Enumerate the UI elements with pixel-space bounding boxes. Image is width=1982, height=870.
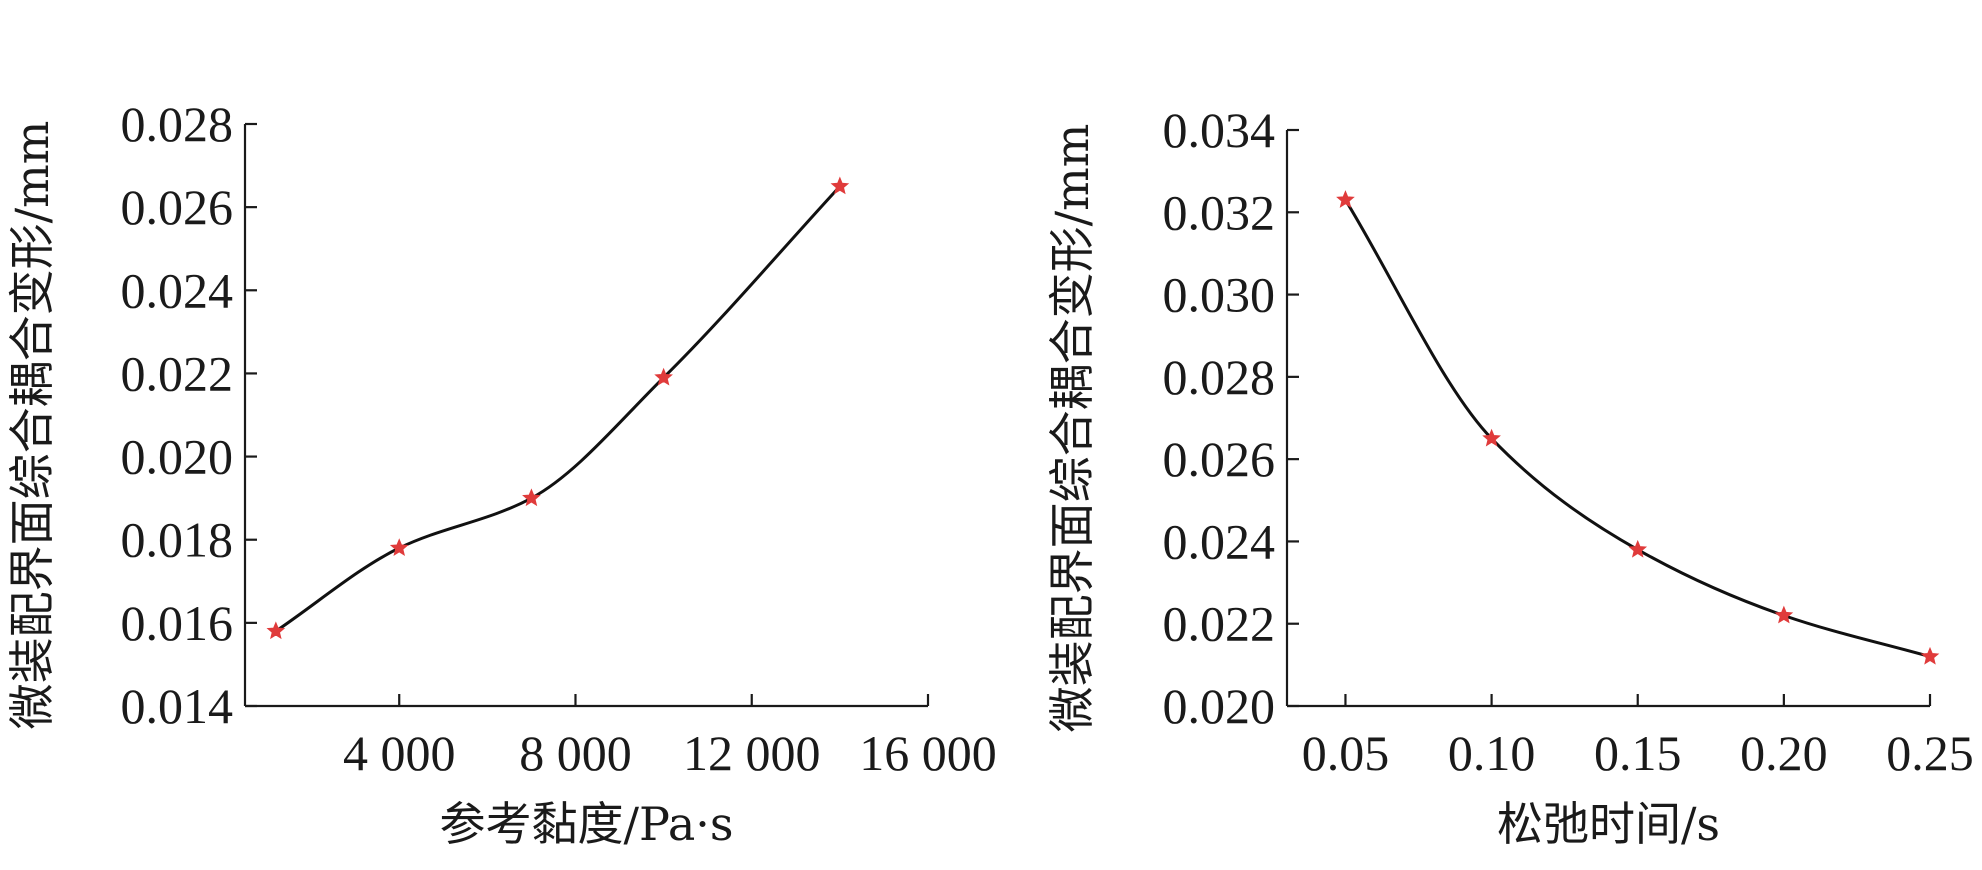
y-tick-label: 0.032 (1163, 184, 1276, 240)
x-tick-label: 16 000 (859, 725, 997, 781)
data-point-star (266, 621, 286, 640)
y-tick-label: 0.022 (1163, 596, 1276, 652)
y-tick-label: 0.026 (121, 179, 234, 235)
y-tick-label: 0.026 (1163, 431, 1276, 487)
data-point-star (1920, 646, 1940, 665)
x-tick-label: 0.20 (1740, 725, 1828, 781)
y-tick-label: 0.028 (121, 96, 234, 152)
y-tick-label: 0.022 (121, 345, 234, 401)
x-tick-label: 8 000 (519, 725, 632, 781)
y-axis-title: 微装配界面综合耦合变形/mm (1045, 124, 1099, 733)
y-tick-label: 0.016 (121, 595, 234, 651)
y-tick-label: 0.020 (121, 429, 234, 485)
data-point-star (1336, 190, 1355, 208)
y-tick-label: 0.028 (1163, 349, 1276, 405)
fit-curve-line (275, 185, 841, 633)
data-point-star (654, 367, 673, 386)
x-axis-title: 松弛时间/s (1497, 797, 1720, 851)
data-point-star (1482, 428, 1501, 447)
fit-curve-line (1344, 199, 1931, 659)
data-point-star (1628, 539, 1648, 558)
data-point-star (1774, 605, 1794, 624)
x-axis-title: 参考黏度/Pa·s (439, 797, 733, 851)
y-tick-label: 0.034 (1163, 102, 1276, 158)
chart-2: 0.020 0.022 0.024 0.026 0.028 0.030 0.032 0.034… (1045, 102, 1974, 851)
chart-1: 0.014 0.016 0.018 0.020 0.022 0.024 0.026 0.028… (5, 96, 997, 851)
x-tick-label: 0.25 (1886, 725, 1974, 781)
x-tick-label: 4 000 (343, 725, 456, 781)
y-axis-title: 微装配界面综合耦合变形/mm (5, 121, 59, 730)
y-tick-label: 0.020 (1163, 678, 1276, 734)
x-tick-label: 0.05 (1302, 725, 1390, 781)
y-tick-label: 0.014 (121, 678, 234, 734)
data-point-star (389, 538, 409, 556)
x-tick-label: 0.10 (1448, 725, 1536, 781)
y-tick-label: 0.024 (121, 262, 234, 318)
y-tick-label: 0.024 (1163, 513, 1276, 569)
data-point-star (830, 176, 850, 195)
y-tick-label: 0.018 (121, 512, 234, 568)
y-tick-label: 0.030 (1163, 267, 1276, 323)
x-tick-label: 12 000 (683, 725, 821, 781)
x-tick-label: 0.15 (1594, 725, 1682, 781)
data-point-star (522, 488, 541, 507)
